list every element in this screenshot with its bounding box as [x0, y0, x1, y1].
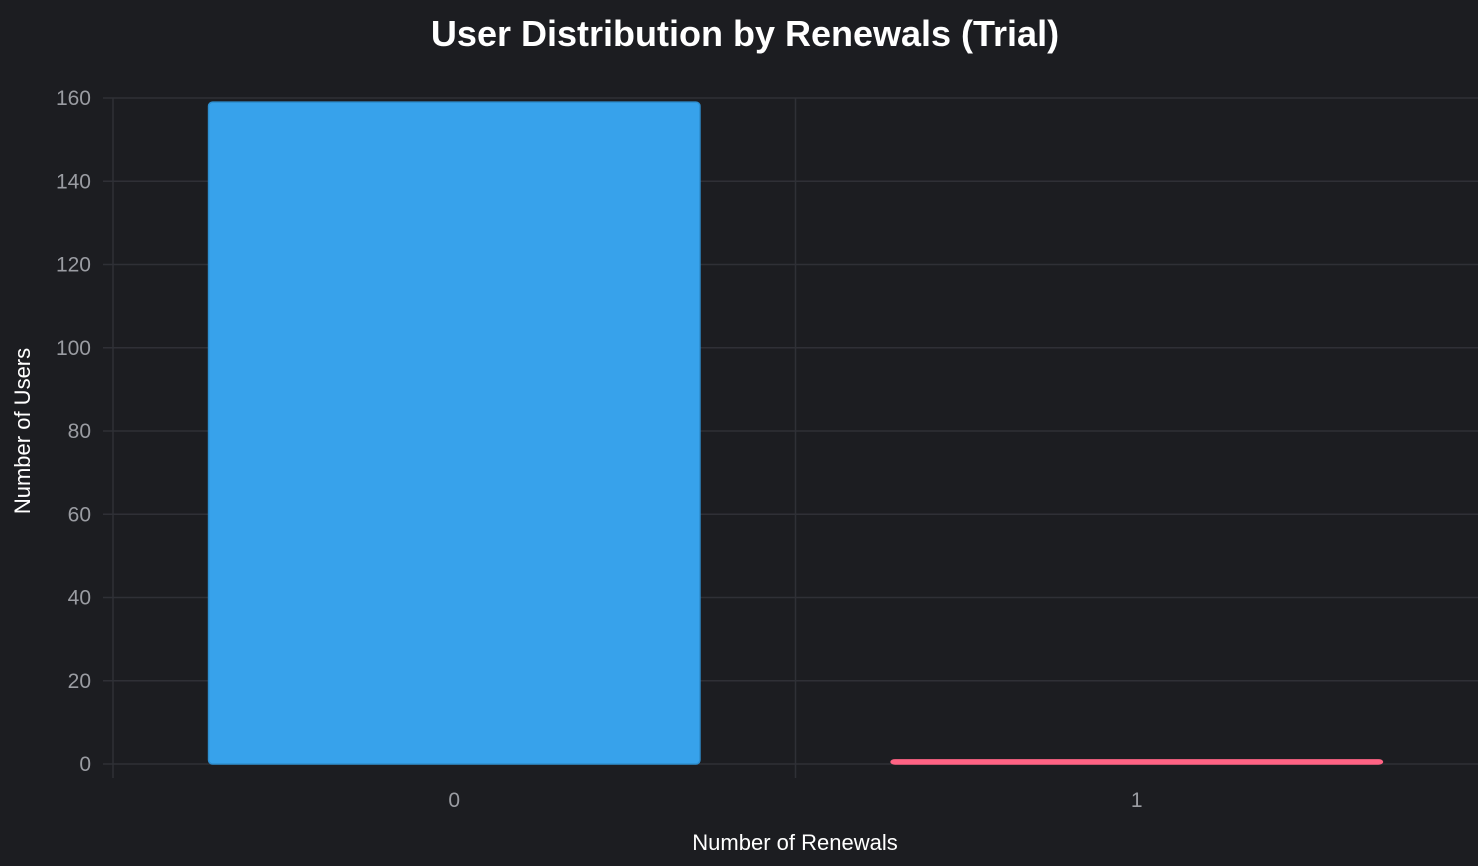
y-tick-label: 160: [56, 87, 91, 110]
x-tick-label: 0: [448, 789, 460, 812]
chart-title: User Distribution by Renewals (Trial): [431, 13, 1059, 54]
y-tick-label: 40: [68, 587, 91, 610]
y-tick-label: 0: [79, 753, 91, 776]
x-tick-label: 1: [1131, 789, 1143, 812]
y-tick-label: 60: [68, 503, 91, 526]
y-axis-ticks: 0 20 40 60 80 100 120 140 160: [56, 87, 91, 776]
y-tick-label: 20: [68, 670, 91, 693]
y-tick-label: 140: [56, 170, 91, 193]
y-tick-label: 100: [56, 337, 91, 360]
y-axis-title: Number of Users: [10, 348, 35, 514]
bars: [207, 101, 1384, 765]
y-tick-label: 120: [56, 254, 91, 277]
bar-1[interactable]: [890, 759, 1384, 765]
y-tick-label: 80: [68, 420, 91, 443]
bar-0[interactable]: [207, 101, 701, 765]
x-axis-title: Number of Renewals: [692, 830, 897, 855]
